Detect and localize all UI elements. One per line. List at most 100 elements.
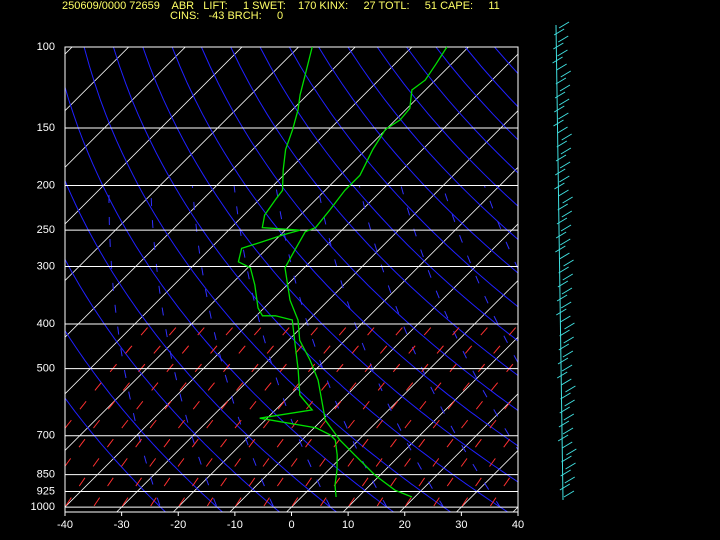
barb bbox=[563, 259, 574, 267]
x-tick-label: 30 bbox=[455, 519, 467, 531]
y-tick-label: 250 bbox=[37, 224, 55, 236]
dry-adiabat bbox=[83, 47, 452, 512]
isotherm bbox=[399, 393, 518, 512]
mixing-ratio bbox=[231, 323, 378, 512]
y-tick-label: 200 bbox=[37, 179, 55, 191]
isotherm bbox=[0, 26, 36, 526]
barb bbox=[560, 301, 572, 309]
moist-adiabat bbox=[568, 186, 720, 527]
moist-adiabat bbox=[150, 185, 220, 512]
barb bbox=[559, 252, 570, 260]
barb bbox=[558, 189, 569, 197]
barb bbox=[561, 441, 573, 449]
y-tick-label: 400 bbox=[37, 318, 55, 330]
barb bbox=[563, 490, 575, 498]
moist-adiabat bbox=[400, 185, 518, 451]
x-tick-label: 20 bbox=[399, 519, 411, 531]
barb bbox=[555, 231, 567, 239]
moist-adiabat bbox=[526, 186, 720, 527]
isotherm bbox=[65, 47, 243, 225]
y-tick-label: 700 bbox=[37, 430, 55, 442]
header-line: 250609/0000 72659 ABR LIFT: 1 SWET: 170 … bbox=[62, 0, 500, 12]
moist-adiabat bbox=[651, 186, 720, 527]
mixing-ratio bbox=[65, 323, 208, 509]
isotherm bbox=[172, 166, 518, 512]
y-tick-label: 150 bbox=[37, 122, 55, 134]
barb bbox=[558, 112, 569, 120]
barb bbox=[566, 448, 577, 456]
isotherm bbox=[65, 47, 186, 168]
x-tick-label: -10 bbox=[227, 519, 243, 531]
dry-adiabat bbox=[112, 47, 509, 512]
isotherm bbox=[342, 336, 518, 512]
mixing-ratio bbox=[65, 323, 152, 430]
y-tick-label: 500 bbox=[37, 362, 55, 374]
barb bbox=[557, 280, 569, 288]
barb bbox=[565, 385, 576, 393]
barb bbox=[561, 287, 573, 295]
x-tick-label: 0 bbox=[288, 519, 294, 531]
barb bbox=[559, 175, 570, 183]
mixing-ratio bbox=[202, 323, 350, 512]
barb bbox=[563, 336, 574, 344]
isotherm bbox=[512, 506, 518, 512]
dry-adiabat bbox=[65, 258, 281, 512]
barb bbox=[554, 168, 566, 176]
barb bbox=[553, 119, 564, 127]
x-tick-label: -20 bbox=[170, 519, 186, 531]
barb bbox=[553, 28, 565, 36]
barb bbox=[558, 21, 570, 29]
barb bbox=[562, 196, 573, 204]
dry-adiabat bbox=[464, 47, 518, 108]
mixing-ratio bbox=[514, 506, 518, 512]
barb bbox=[554, 91, 566, 99]
barb bbox=[555, 77, 567, 85]
isotherm bbox=[229, 223, 518, 512]
mixing-ratio bbox=[429, 391, 518, 512]
x-tick-label: 40 bbox=[512, 519, 524, 531]
barb bbox=[555, 245, 566, 253]
mixing-ratio bbox=[174, 323, 321, 512]
barb bbox=[561, 133, 572, 141]
barb bbox=[559, 329, 570, 337]
dry-adiabat bbox=[142, 47, 518, 483]
barb bbox=[557, 357, 569, 365]
dry-adiabat bbox=[506, 26, 720, 526]
barb bbox=[558, 343, 570, 351]
isotherm bbox=[65, 47, 470, 452]
dry-adiabat bbox=[705, 26, 720, 526]
barb bbox=[561, 455, 572, 463]
barb bbox=[559, 238, 571, 246]
dry-adiabat bbox=[405, 47, 518, 174]
y-tick-label: 850 bbox=[37, 469, 55, 481]
barb bbox=[562, 350, 574, 358]
dry-adiabat bbox=[619, 26, 720, 526]
barb bbox=[559, 406, 570, 414]
barb bbox=[561, 364, 573, 372]
mixing-ratio bbox=[485, 465, 518, 512]
moist-adiabat bbox=[693, 186, 720, 527]
y-tick-label: 1000 bbox=[31, 501, 55, 513]
barb bbox=[557, 203, 568, 211]
barb bbox=[557, 126, 568, 134]
mixing-ratio bbox=[117, 323, 265, 512]
mixing-ratio bbox=[372, 324, 518, 512]
dry-adiabat bbox=[200, 47, 518, 412]
isotherm bbox=[65, 47, 413, 395]
barb bbox=[556, 63, 567, 71]
isotherm bbox=[65, 47, 356, 338]
barb bbox=[559, 84, 571, 92]
isotherm bbox=[65, 53, 518, 508]
isotherm bbox=[65, 47, 73, 55]
mixing-ratio bbox=[89, 323, 236, 512]
barb bbox=[557, 49, 568, 57]
moist-adiabat bbox=[442, 185, 518, 364]
barb bbox=[553, 42, 564, 50]
mixing-ratio bbox=[146, 323, 293, 512]
x-tick-label: -40 bbox=[57, 519, 73, 531]
dry-adiabat bbox=[288, 47, 518, 308]
barb bbox=[557, 35, 569, 43]
mixing-ratio bbox=[400, 357, 518, 512]
